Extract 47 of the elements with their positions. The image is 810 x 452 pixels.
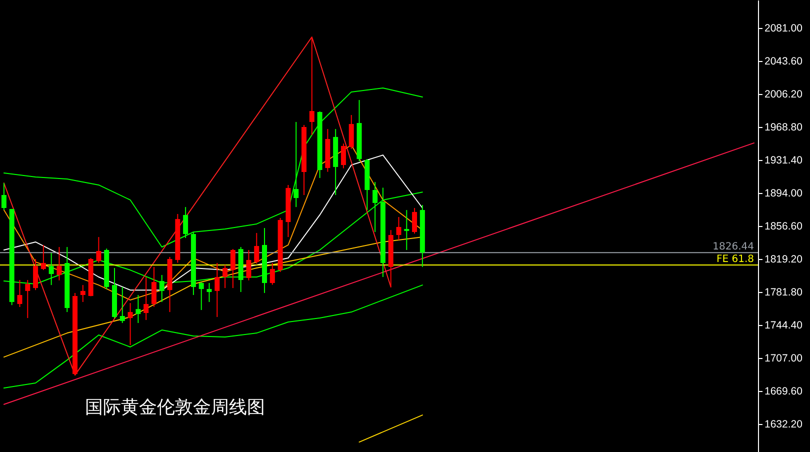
y-tick-label: 1968.80 — [764, 121, 803, 134]
y-tick-label: 1856.60 — [764, 220, 803, 232]
y-tick-label: 1781.80 — [764, 286, 803, 299]
y-tick-label: 2043.60 — [764, 55, 803, 68]
y-tick-label: 1707.00 — [764, 352, 803, 365]
y-tick-label: 1931.40 — [764, 154, 803, 166]
candlestick — [128, 302, 133, 346]
candlestick — [183, 206, 188, 238]
candlestick — [348, 114, 354, 150]
ref-line-label: FE 61.8 — [716, 254, 754, 266]
ref-line-label: 1826.44 — [712, 242, 754, 253]
candlestick — [151, 266, 156, 308]
y-tick-label: 1819.20 — [764, 254, 803, 266]
y-tick-label: 2006.20 — [764, 88, 803, 100]
candlestick — [214, 262, 220, 318]
candlestick — [56, 246, 62, 281]
candlestick — [404, 210, 410, 251]
candlestick — [340, 143, 346, 169]
candlestick — [144, 276, 149, 320]
y-tick-label: 1632.20 — [764, 418, 803, 431]
candlestick — [396, 216, 402, 241]
candlestick — [33, 258, 38, 291]
candlestick — [25, 280, 30, 319]
candlestick — [96, 236, 102, 264]
candlestick — [222, 264, 228, 289]
candlestick — [120, 286, 125, 324]
candlestick — [412, 208, 418, 234]
candlestick — [17, 280, 22, 308]
y-tick-label: 2081.00 — [764, 22, 803, 34]
candlestick — [1, 182, 6, 211]
candlestick — [254, 232, 260, 264]
y-tick-label: 1744.40 — [764, 320, 803, 332]
y-tick-label: 1669.60 — [764, 386, 803, 398]
line-series — [3, 36, 392, 376]
line-series — [3, 236, 423, 358]
candlestick — [136, 294, 141, 324]
y-tick-label: 1894.00 — [764, 187, 803, 200]
candlestick — [294, 121, 299, 208]
candlestick — [309, 36, 314, 136]
candlestick — [230, 248, 236, 289]
text: 国际黄金伦敦金周线图 — [85, 397, 265, 418]
candlestick — [270, 262, 275, 286]
candlestick — [246, 250, 252, 281]
candlestick — [80, 284, 86, 302]
line-series — [3, 284, 423, 389]
candlestick — [40, 244, 46, 271]
candlestick — [206, 282, 212, 302]
